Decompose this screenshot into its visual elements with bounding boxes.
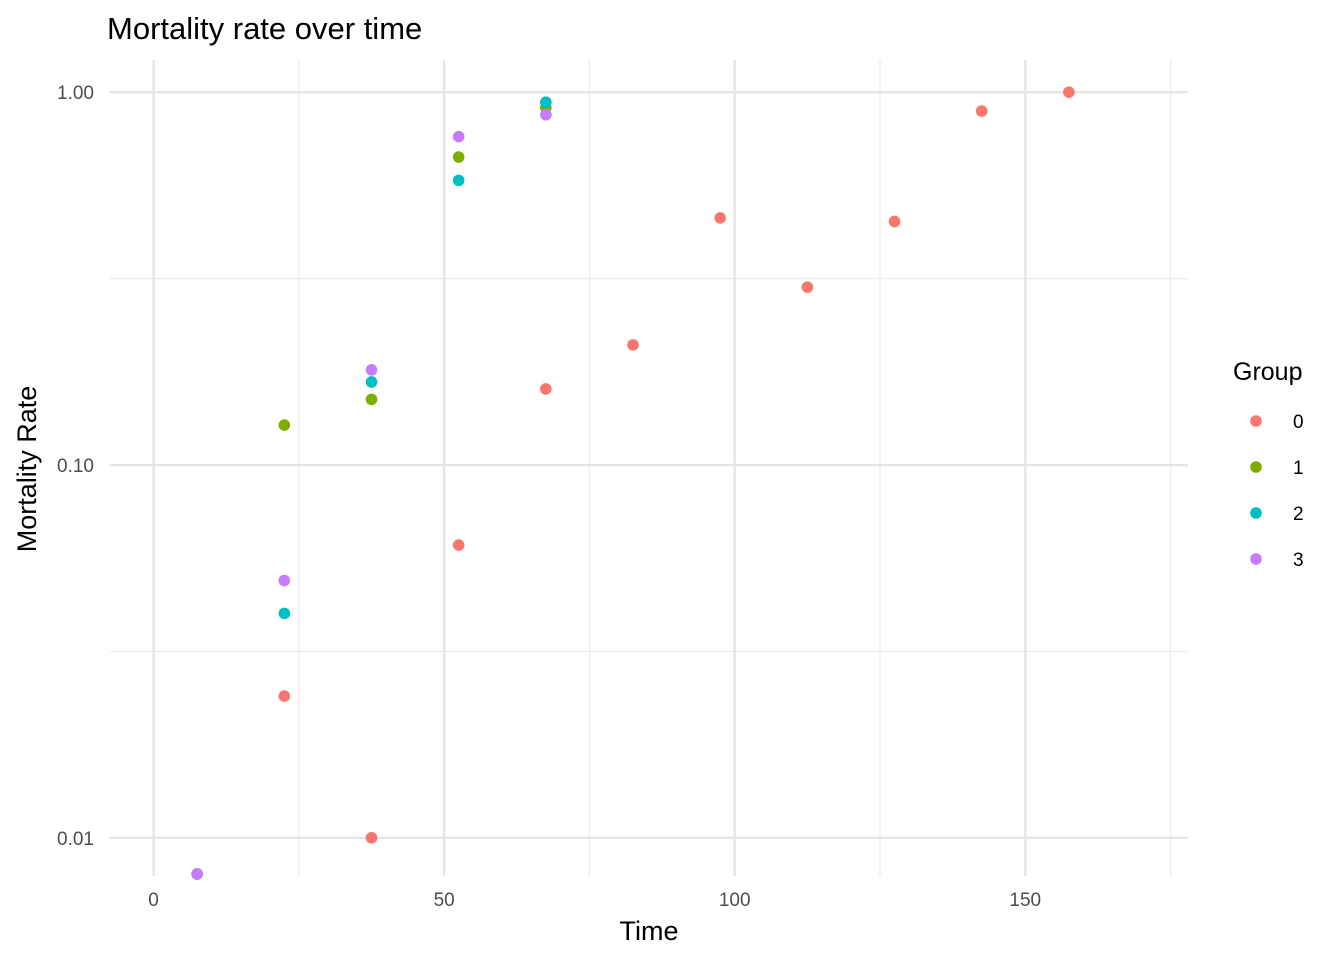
legend-title: Group (1233, 358, 1302, 386)
point-group-0 (365, 832, 378, 844)
point-group-2 (365, 376, 378, 388)
point-group-3 (452, 130, 465, 143)
legend-label-2: 2 (1293, 504, 1304, 525)
point-group-3 (540, 108, 552, 121)
point-group-0 (975, 105, 988, 117)
point-group-2 (278, 607, 291, 620)
y-tick-label: 1.00 (57, 83, 94, 104)
x-tick-label: 100 (719, 890, 751, 911)
y-axis-ticks: 0.01 0.10 1.00 (57, 83, 94, 850)
point-group-1 (365, 393, 378, 406)
point-group-2 (452, 174, 465, 187)
grid (110, 60, 1188, 876)
x-axis-ticks: 0 50 100 150 (148, 890, 1041, 911)
point-group-0 (1063, 86, 1075, 98)
x-tick-label: 0 (148, 890, 159, 911)
y-tick-label: 0.10 (57, 456, 94, 477)
legend-key-3 (1250, 553, 1262, 565)
data-points (191, 86, 1075, 880)
legend-label-1: 1 (1293, 458, 1304, 479)
point-group-3 (365, 364, 378, 376)
point-group-0 (452, 539, 465, 551)
point-group-0 (540, 383, 552, 395)
point-group-1 (452, 151, 465, 163)
y-tick-label: 0.01 (57, 829, 94, 850)
legend-key-0 (1250, 415, 1262, 427)
x-tick-label: 50 (434, 890, 455, 911)
point-group-3 (278, 574, 291, 587)
point-group-0 (888, 215, 901, 228)
y-axis-title: Mortality Rate (12, 386, 42, 553)
point-group-0 (627, 339, 639, 351)
x-tick-label: 150 (1009, 890, 1041, 911)
chart-title: Mortality rate over time (107, 11, 422, 46)
point-group-2 (540, 96, 552, 109)
legend-key-2 (1250, 507, 1262, 519)
point-group-3 (191, 868, 203, 880)
legend: Group 0 1 2 3 (1233, 358, 1304, 571)
legend-label-3: 3 (1293, 550, 1304, 571)
point-group-1 (278, 419, 291, 431)
point-group-0 (801, 281, 814, 293)
legend-label-0: 0 (1293, 412, 1304, 433)
legend-key-1 (1250, 461, 1262, 473)
x-axis-title: Time (620, 916, 679, 946)
point-group-0 (714, 212, 726, 224)
point-group-0 (278, 690, 291, 702)
